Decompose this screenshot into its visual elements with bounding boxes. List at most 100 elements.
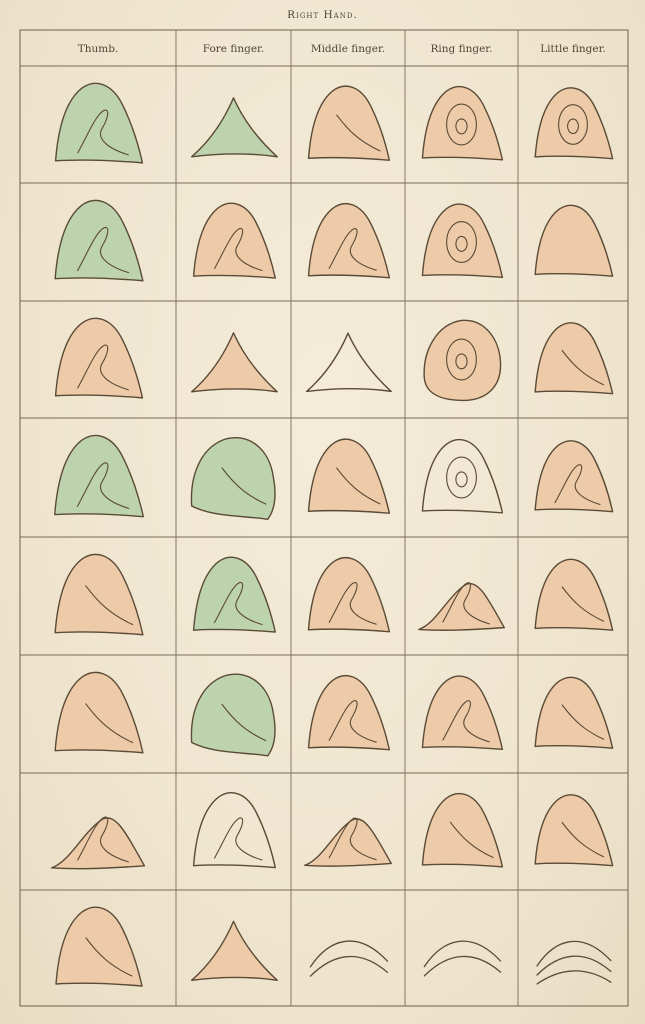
ridge-line — [213, 581, 263, 626]
ridge-line — [567, 118, 579, 134]
page-title: Right Hand. — [287, 9, 358, 21]
ridge-line — [77, 816, 129, 863]
fingerprint-pattern — [309, 940, 389, 977]
ridge-line — [191, 920, 278, 982]
ridge-line — [455, 471, 468, 488]
fingerprint-pattern — [307, 438, 391, 514]
fingerprint-pattern — [192, 556, 277, 633]
fingerprint-pattern — [190, 437, 276, 521]
ridge-line — [534, 440, 614, 513]
column-header: Middle finger. — [311, 43, 385, 55]
ridge-line — [534, 794, 614, 867]
ridge-line — [336, 114, 381, 152]
ridge-line — [534, 87, 614, 160]
ridge-line — [423, 319, 502, 402]
ridge-line — [423, 940, 502, 968]
column-header: Thumb. — [78, 43, 119, 55]
ridge-line — [85, 937, 133, 977]
fingerprint-pattern — [421, 203, 504, 279]
ridge-line — [446, 456, 477, 499]
ridge-line — [304, 818, 392, 867]
ridge-line — [534, 676, 614, 749]
ridge-line — [536, 940, 612, 967]
ridge-line — [421, 675, 504, 751]
fingerprint-pattern — [421, 793, 504, 868]
ridge-line — [213, 227, 263, 272]
ridge-line — [418, 582, 505, 631]
column-headers: Thumb. Fore finger. Middle finger. Ring fin… — [78, 43, 606, 55]
ridge-line — [191, 332, 278, 393]
fingerprint-pattern — [307, 203, 391, 279]
ridge-line — [85, 703, 134, 744]
fingerprint-pattern — [304, 817, 392, 867]
ridge-line — [449, 821, 494, 859]
fingerprint-pattern — [190, 673, 276, 757]
fingerprint-pattern — [534, 87, 614, 160]
ridge-line — [423, 955, 502, 977]
ridge-line — [190, 673, 276, 757]
ridge-line — [554, 464, 601, 506]
fingerprint-pattern — [191, 920, 278, 982]
fingerprint-pattern — [192, 202, 277, 279]
fingerprint-pattern — [54, 671, 144, 754]
fingerprint-pattern — [192, 792, 277, 869]
fingerprint-pattern — [307, 675, 391, 751]
ridge-line — [328, 700, 377, 743]
ridge-line — [561, 821, 605, 858]
ridge-line — [328, 228, 377, 271]
ridge-line — [561, 586, 605, 622]
ridge-line — [421, 86, 504, 161]
fingerprint-pattern — [534, 204, 614, 277]
fingerprint-pattern — [54, 199, 144, 282]
fingerprint-pattern — [55, 906, 143, 987]
table-border — [19, 29, 629, 1007]
ridge-line — [421, 203, 504, 279]
ridge-line — [307, 557, 391, 633]
ridge-line — [307, 85, 391, 161]
ridge-line — [54, 553, 144, 636]
ridge-line — [534, 204, 614, 277]
ridge-line — [77, 344, 129, 391]
ridge-line — [77, 226, 130, 274]
fingerprint-pattern — [534, 322, 614, 395]
ridge-line — [328, 817, 377, 861]
ridge-line — [192, 792, 277, 869]
ridge-line — [221, 703, 267, 742]
fingerprint-pattern — [534, 676, 614, 749]
ridge-line — [421, 793, 504, 868]
ridge-line — [442, 582, 490, 625]
fingerprint-pattern — [54, 82, 144, 164]
ridge-line — [442, 700, 490, 743]
fingerprint-pattern — [54, 553, 144, 636]
ridge-line — [307, 203, 391, 279]
ridge-line — [309, 956, 389, 977]
ridge-line — [534, 558, 614, 631]
fingerprint-pattern — [307, 557, 391, 633]
ridge-line — [421, 439, 504, 514]
ridge-line — [190, 437, 276, 521]
ridge-line — [221, 467, 267, 505]
ridge-line — [191, 97, 278, 158]
ridge-line — [536, 955, 612, 976]
ridge-line — [307, 675, 391, 751]
ridge-line — [192, 556, 277, 633]
fingerprint-pattern — [421, 86, 504, 161]
ridge-line — [309, 940, 389, 968]
ridge-line — [455, 118, 468, 135]
ridge-line — [307, 438, 391, 514]
ridge-line — [561, 349, 605, 386]
fingerprint-pattern — [307, 85, 391, 161]
ridge-line — [558, 104, 588, 145]
ridge-line — [54, 199, 144, 282]
fingerprint-pattern — [536, 940, 612, 985]
fingerprint-pattern — [418, 582, 505, 631]
ridge-line — [336, 467, 381, 505]
fingerprint-pattern — [54, 317, 144, 399]
fingerprint-pattern — [534, 440, 614, 513]
ridge-line — [305, 332, 392, 393]
pattern-cells — [50, 82, 614, 987]
ridge-line — [50, 817, 146, 870]
ridge-line — [446, 338, 477, 381]
column-header: Little finger. — [540, 43, 606, 55]
